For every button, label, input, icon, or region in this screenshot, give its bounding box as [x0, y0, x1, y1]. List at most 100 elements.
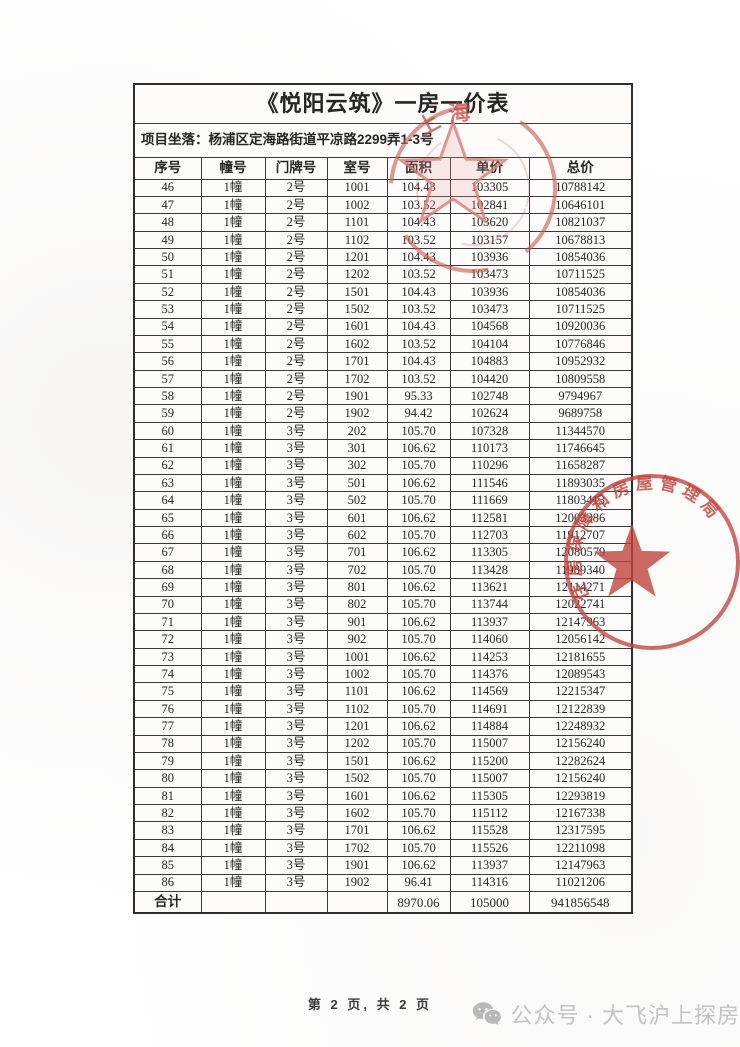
table-cell: 1幢: [200, 386, 266, 406]
table-cell: 901: [326, 612, 388, 632]
table-cell: 3号: [264, 421, 328, 441]
table-cell: 103.52: [386, 230, 451, 250]
table-cell: 1202: [326, 734, 388, 753]
table-cell: 302: [326, 456, 388, 475]
table-cell: 1幢: [200, 213, 266, 232]
table-cell: 83: [133, 821, 202, 840]
table-cell: 1602: [326, 803, 388, 823]
table-cell: 3号: [264, 612, 328, 632]
table-cell: 12282624: [528, 751, 633, 771]
table-cell: 114060: [449, 630, 530, 649]
table-cell: 1幢: [200, 647, 266, 667]
table-cell: 1幢: [200, 300, 266, 319]
table-cell: 104104: [449, 334, 530, 354]
table-cell: 1幢: [200, 612, 266, 632]
table-cell: 1幢: [200, 873, 266, 892]
table-row: 75 1幢 3号 1101 106.62 114569 12215347: [133, 682, 633, 701]
table-cell: 1201: [326, 717, 388, 736]
table-cell: 58: [133, 386, 202, 406]
table-cell: 104568: [449, 317, 530, 336]
table-cell: 202: [326, 421, 388, 441]
table-cell: 2号: [264, 195, 328, 215]
table-cell: 47: [133, 195, 202, 215]
table-cell: 54: [133, 317, 202, 336]
column-header: 单价: [449, 156, 530, 180]
table-cell: 113428: [449, 560, 530, 580]
table-title-row: 《悦阳云筑》一房一价表: [133, 83, 633, 124]
table-cell: 60: [133, 421, 202, 441]
table-cell: 76: [133, 699, 202, 719]
table-row: 85 1幢 3号 1901 106.62 113937 12147963: [133, 856, 633, 875]
table-cell: 104883: [449, 352, 530, 371]
table-cell: 12022741: [528, 595, 633, 614]
table-cell: 1001: [326, 647, 388, 667]
table-cell: 9689758: [528, 404, 633, 423]
table-cell: 66: [133, 525, 202, 545]
table-cell: 10920036: [528, 317, 633, 336]
page-title: 《悦阳云筑》一房一价表: [133, 83, 633, 124]
table-cell: 104.43: [386, 317, 451, 336]
table-cell: 106.62: [386, 717, 451, 736]
table-cell: 105.70: [386, 803, 451, 823]
table-cell: 105.70: [386, 769, 451, 788]
table-cell: 2号: [264, 178, 328, 197]
table-cell: 106.62: [386, 821, 451, 840]
table-cell: 103.52: [386, 265, 451, 284]
watermark: 公众号 · 大飞沪上探房: [472, 998, 740, 1030]
table-row: 80 1幢 3号 1502 105.70 115007 12156240: [133, 769, 633, 788]
table-cell: 2号: [264, 386, 328, 406]
table-cell: 2号: [264, 265, 328, 284]
table-cell: 107328: [449, 421, 530, 441]
table-cell: 1幢: [200, 456, 266, 475]
table-cell: 113937: [449, 612, 530, 632]
table-cell: 3号: [264, 473, 328, 493]
table-cell: 103473: [449, 300, 530, 319]
table-cell: 110173: [449, 439, 530, 458]
table-cell: 501: [326, 473, 388, 493]
table-cell: 115007: [449, 769, 530, 788]
table-cell: 10821037: [528, 213, 633, 232]
table-cell: 1幢: [200, 369, 266, 389]
table-cell: 104.43: [386, 213, 451, 232]
table-cell: 2号: [264, 334, 328, 354]
table-cell: 61: [133, 439, 202, 458]
table-cell: 105.70: [386, 664, 451, 684]
table-cell: 2号: [264, 404, 328, 423]
table-cell: 11912707: [528, 525, 633, 545]
table-cell: 12003386: [528, 508, 633, 528]
table-cell: 11803413: [528, 491, 633, 510]
table-row: 70 1幢 3号 802 105.70 113744 12022741: [133, 595, 633, 614]
table-cell: 1幢: [200, 856, 266, 875]
table-cell: 81: [133, 786, 202, 806]
table-cell: 10646101: [528, 195, 633, 215]
table-cell: 1幢: [200, 838, 266, 858]
table-cell: 64: [133, 491, 202, 510]
table-cell: 3号: [264, 525, 328, 545]
table-cell: 301: [326, 439, 388, 458]
table-cell: 11021206: [528, 873, 633, 892]
table-cell: 2号: [264, 213, 328, 232]
table-cell: 11344570: [528, 421, 633, 441]
table-cell: 10854036: [528, 282, 633, 302]
table-cell: 1701: [326, 352, 388, 371]
column-header: 面积: [386, 156, 451, 180]
table-cell: 78: [133, 734, 202, 753]
table-cell: 113937: [449, 856, 530, 875]
table-cell: 77: [133, 717, 202, 736]
table-row: 52 1幢 2号 1501 104.43 103936 10854036: [133, 282, 633, 302]
table-cell: 3号: [264, 769, 328, 788]
table-cell: 104.43: [386, 282, 451, 302]
project-location-row: 项目坐落：杨浦区定海路街道平凉路2299弄1-3号: [133, 122, 633, 158]
table-cell: 1幢: [200, 543, 266, 562]
table-cell: 106.62: [386, 578, 451, 597]
table-row: 82 1幢 3号 1602 105.70 115112 12167338: [133, 803, 633, 823]
project-location: 项目坐落：杨浦区定海路街道平凉路2299弄1-3号: [133, 122, 633, 158]
table-row: 46 1幢 2号 1001 104.43 103305 10788142: [133, 178, 633, 197]
table-cell: 115112: [449, 803, 530, 823]
table-row: 53 1幢 2号 1502 103.52 103473 10711525: [133, 300, 633, 319]
table-cell: 1702: [326, 369, 388, 389]
table-cell: 902: [326, 630, 388, 649]
table-cell: 1幢: [200, 230, 266, 250]
table-cell: 1幢: [200, 334, 266, 354]
table-cell: 3号: [264, 838, 328, 858]
